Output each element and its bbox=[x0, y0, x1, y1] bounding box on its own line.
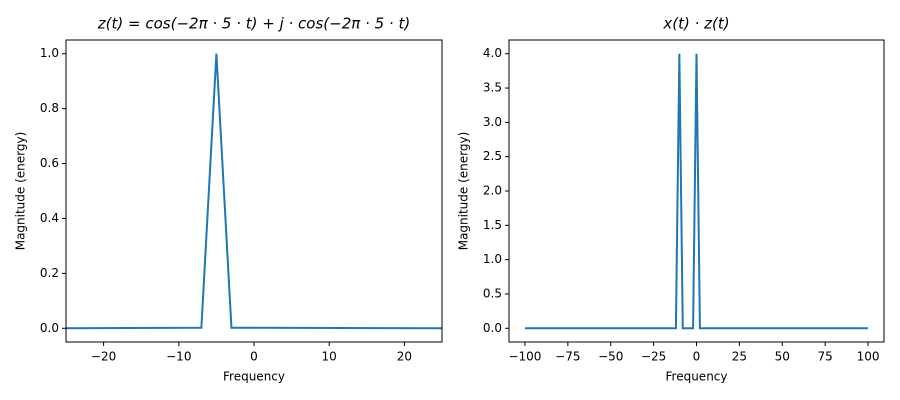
data-line bbox=[524, 53, 869, 330]
y-tick-label: 1.0 bbox=[40, 46, 59, 60]
y-tick-label: 2.5 bbox=[483, 149, 502, 163]
y-tick-label: 3.5 bbox=[483, 81, 502, 95]
y-tick-label: 2.0 bbox=[483, 184, 502, 198]
x-tick-label: 0 bbox=[693, 350, 701, 364]
x-tick-label: 25 bbox=[732, 350, 747, 364]
x-tick-label: −50 bbox=[598, 350, 623, 364]
y-tick-label: 3.0 bbox=[483, 115, 502, 129]
y-tick-label: 0.0 bbox=[483, 321, 502, 335]
y-tick-label: 4.0 bbox=[483, 46, 502, 60]
data-line bbox=[66, 53, 442, 330]
y-tick-label: 0.6 bbox=[40, 156, 59, 170]
y-tick-label: 1.5 bbox=[483, 218, 502, 232]
x-tick-label: 75 bbox=[818, 350, 833, 364]
plot-frame bbox=[65, 39, 443, 343]
x-tick-label: −75 bbox=[555, 350, 580, 364]
y-tick-label: 1.0 bbox=[483, 252, 502, 266]
x-tick-label: 10 bbox=[322, 350, 337, 364]
x-tick-label: 100 bbox=[857, 350, 880, 364]
y-tick-label: 0.0 bbox=[40, 321, 59, 335]
y-tick-label: 0.5 bbox=[483, 286, 502, 300]
x-axis-label: Frequency bbox=[223, 370, 285, 384]
chart-title: z(t) = cos(−2π · 5 · t) + j · cos(−2π · … bbox=[97, 15, 410, 33]
x-axis-label: Frequency bbox=[666, 370, 728, 384]
x-tick-label: 20 bbox=[397, 350, 412, 364]
x-tick-label: 50 bbox=[775, 350, 790, 364]
x-tick-label: −20 bbox=[91, 350, 116, 364]
x-tick-label: −100 bbox=[508, 350, 541, 364]
y-tick-label: 0.8 bbox=[40, 101, 59, 115]
chart-title: x(t) · z(t) bbox=[662, 15, 729, 33]
x-tick-label: −25 bbox=[641, 350, 666, 364]
y-axis-label: Magnitude (energy) bbox=[14, 132, 28, 251]
plot-frame bbox=[508, 39, 885, 343]
y-tick-label: 0.2 bbox=[40, 266, 59, 280]
x-tick-label: 0 bbox=[250, 350, 258, 364]
y-tick-label: 0.4 bbox=[40, 211, 59, 225]
x-tick-label: −10 bbox=[166, 350, 191, 364]
y-axis-label: Magnitude (energy) bbox=[457, 132, 471, 251]
